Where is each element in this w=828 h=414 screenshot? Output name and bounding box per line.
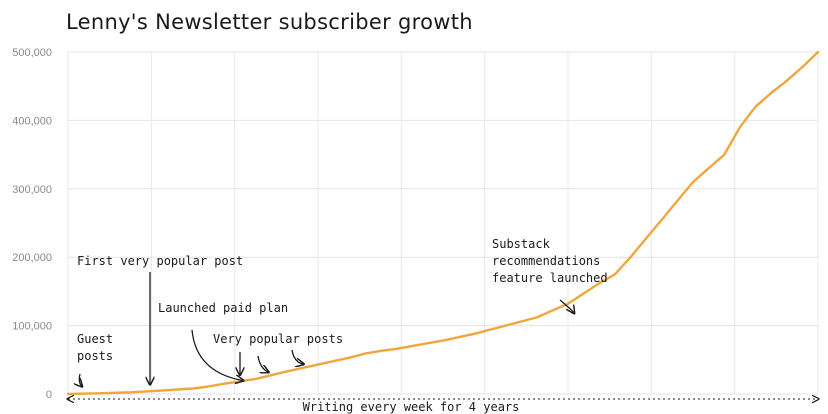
annotation-label-line: Guest [77,332,113,346]
annotation-label-line: feature launched [492,271,608,285]
annotation-label-line: Launched paid plan [158,301,288,315]
series-layer [66,50,820,396]
y-axis-ticks: 0 100,000 200,000 300,000 400,000 500,000 [12,47,52,401]
y-tick-label: 400,000 [12,115,52,127]
y-tick-label: 500,000 [12,47,52,59]
annotation-arrow [291,349,303,364]
x-axis-label: Writing every week for 4 years [303,400,520,414]
annotation-arrow [191,329,243,380]
annotation-label-line: posts [77,349,113,363]
annotation-label: First very popular post [77,254,243,268]
annotation-label: Substack recommendations feature launched [492,237,608,285]
x-axis-span: Writing every week for 4 years [68,399,818,414]
annotations-layer: Guest posts First very popular post Launche… [77,237,608,386]
annotation-arrow [79,373,81,386]
annotation-label-line: recommendations [492,254,600,268]
series-line [66,50,820,396]
annotation-label: Very popular posts [213,332,343,346]
annotation-label-line: Substack [492,237,551,251]
annotation-label: Guest posts [77,332,113,363]
annotation-label-line: First very popular post [77,254,243,268]
annotation-label: Launched paid plan [158,301,288,315]
y-tick-label: 0 [46,389,52,401]
y-tick-label: 300,000 [12,184,52,196]
y-tick-label: 100,000 [12,321,52,333]
chart-title: Lenny's Newsletter subscriber growth [66,10,473,34]
y-tick-label: 200,000 [12,252,52,264]
annotation-label-line: Very popular posts [213,332,343,346]
grid-lines [67,51,819,395]
annotation-arrow [257,355,268,372]
annotation-arrow [559,299,574,313]
